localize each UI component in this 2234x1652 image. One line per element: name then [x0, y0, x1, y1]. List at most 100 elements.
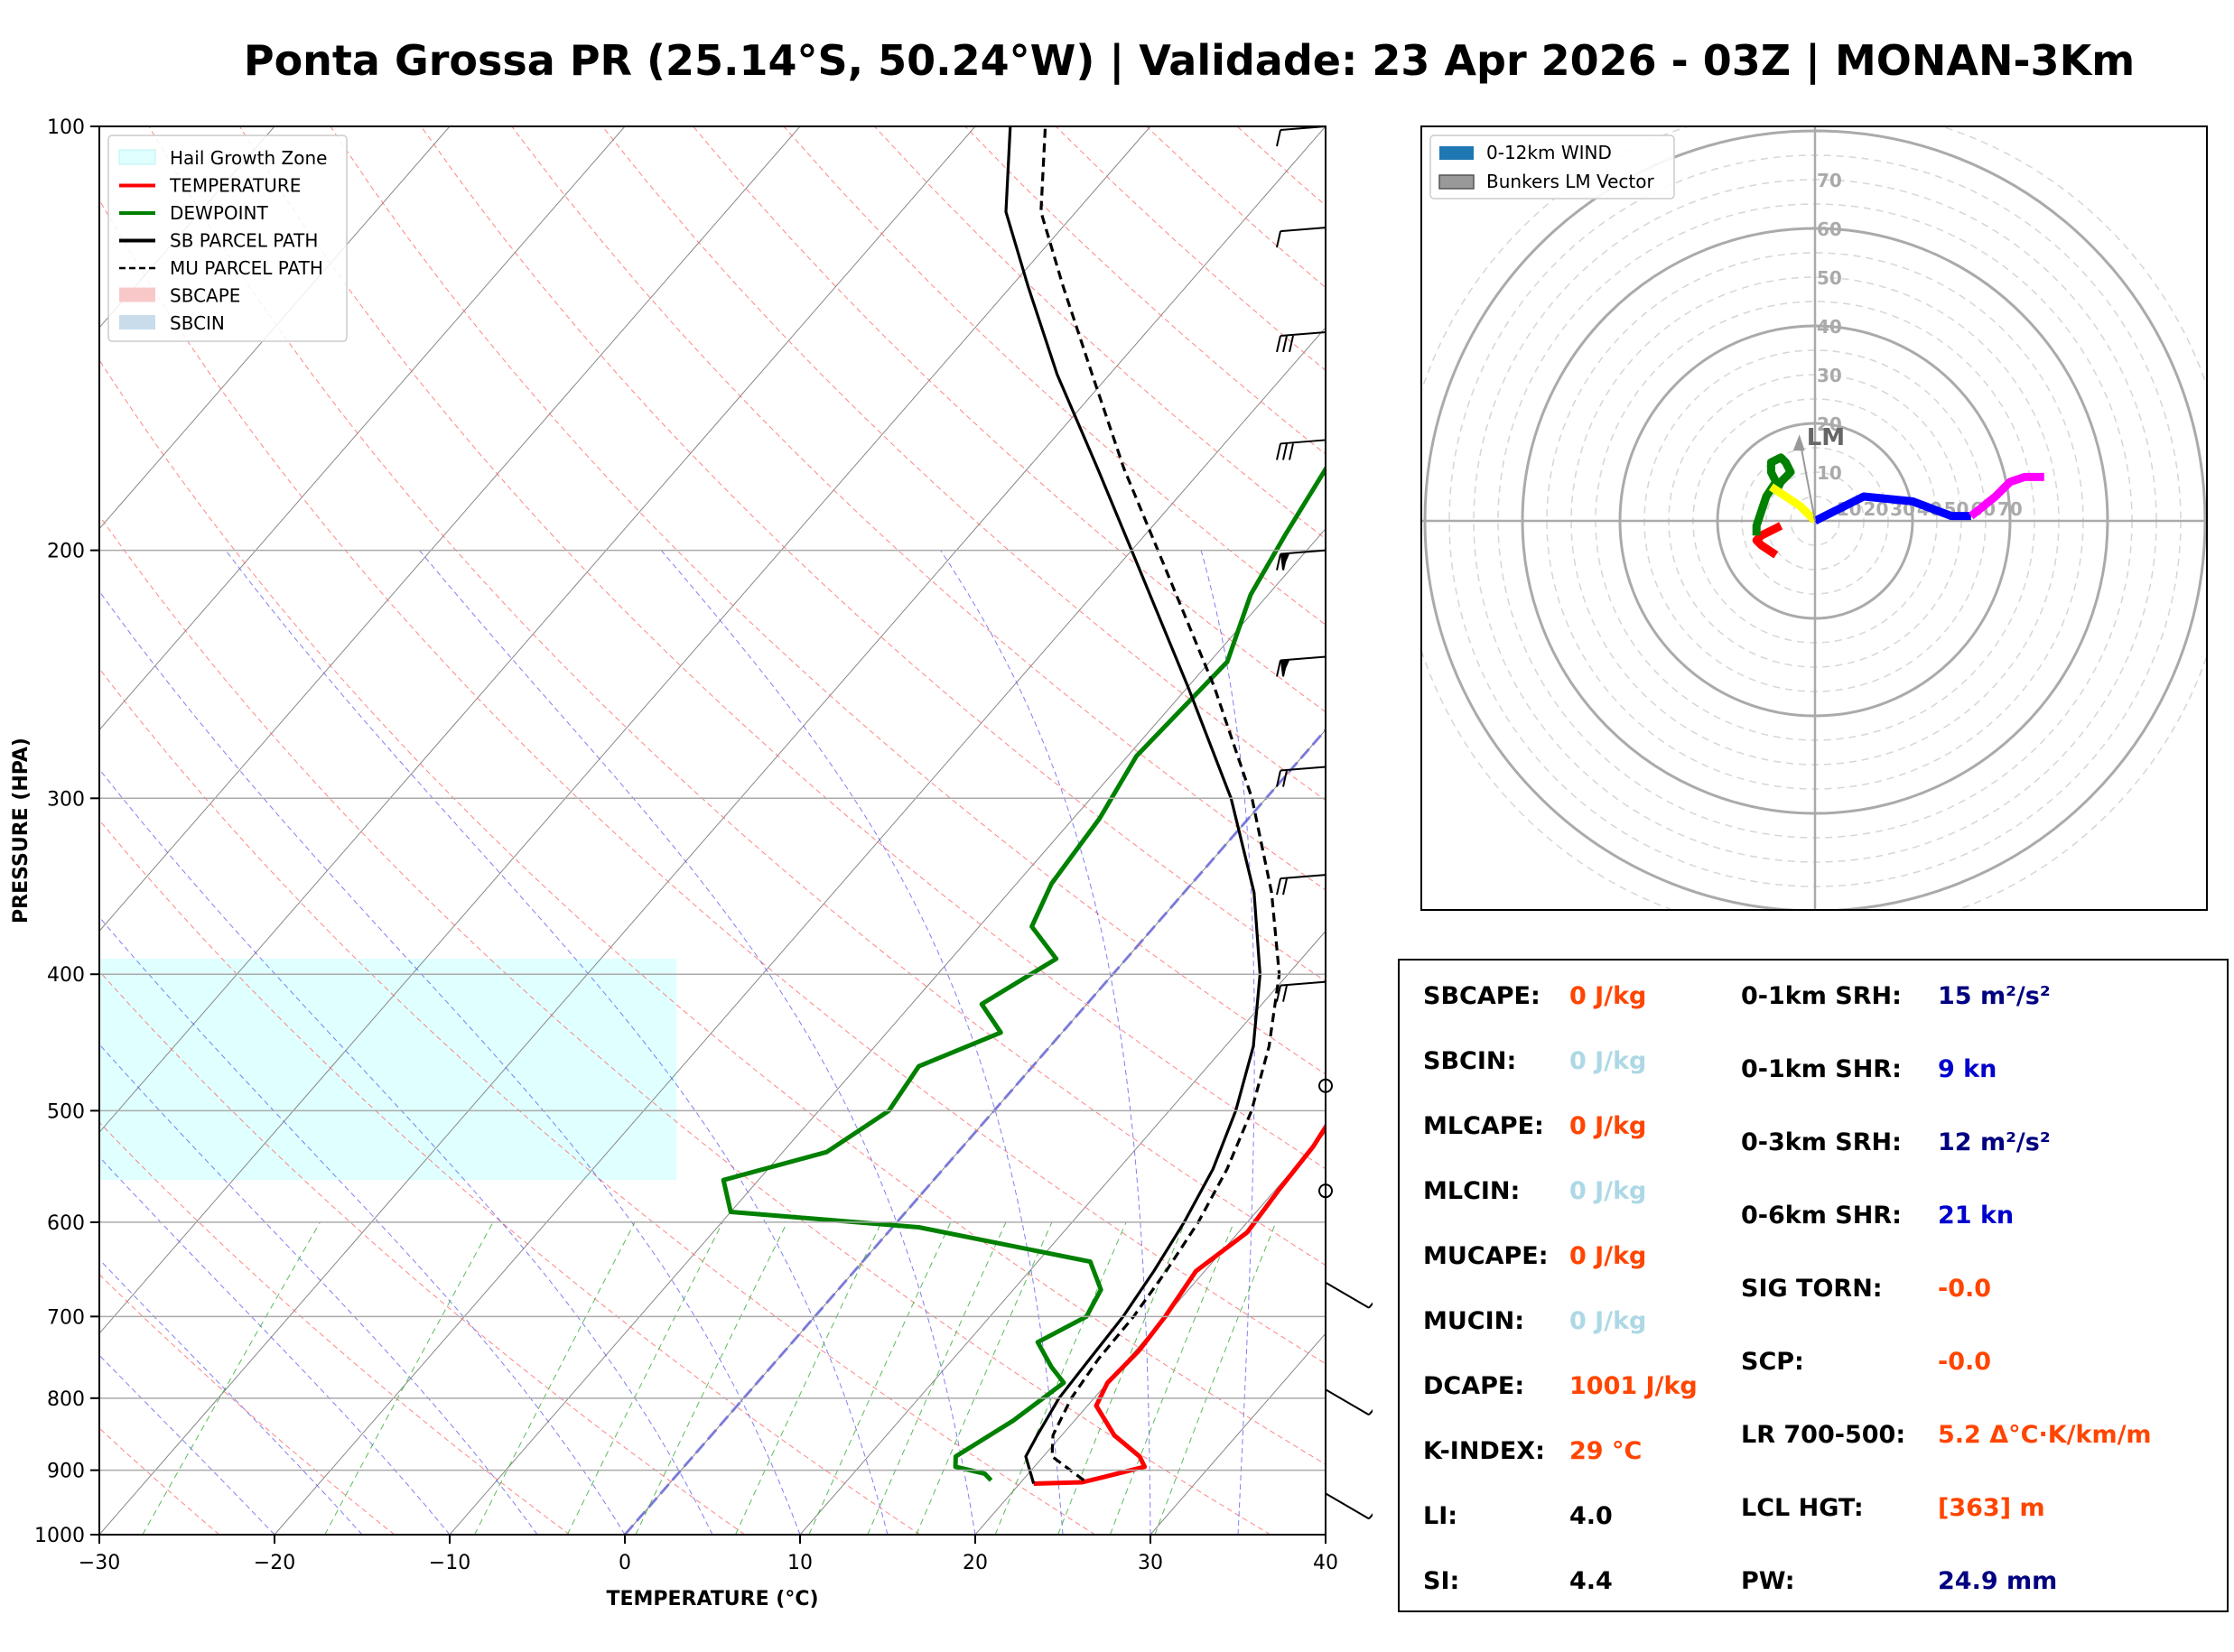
wind-barb-flag [1276, 985, 1281, 1002]
hodo-ring [1497, 203, 2133, 839]
isotherm-line [799, 930, 1326, 1535]
wind-barb-staff [1280, 125, 1326, 131]
calm-wind-marker [1318, 1078, 1333, 1093]
wind-barb-flag [1276, 443, 1281, 460]
y-tick-label: 100 [47, 116, 85, 139]
hodo-ring [1570, 276, 2060, 766]
stat-label: SBCIN: [1423, 1047, 1517, 1075]
stat-label: MLCIN: [1423, 1177, 1521, 1205]
profile-line-sb-parcel-path [1004, 126, 1261, 1484]
hodo-legend-label: Bunkers LM Vector [1486, 171, 1655, 192]
y-tick-label: 500 [47, 1100, 85, 1123]
mixing-ratio-line [566, 1221, 723, 1535]
hodo-ring-label-x: 70 [1997, 498, 2023, 520]
moist-adiabat [99, 768, 713, 1535]
hodo-ring [1546, 252, 2084, 790]
stat-value: 0 J/kg [1569, 1242, 1647, 1270]
stat-value: 21 kn [1938, 1202, 2015, 1230]
dry-adiabat [99, 667, 1096, 1535]
hodo-ring-label-x: 20 [1863, 498, 1888, 520]
stat-label: PW: [1741, 1567, 1795, 1595]
wind-barb-flag [1289, 335, 1294, 353]
hodo-ring [1692, 398, 1938, 644]
stat-value: 0 J/kg [1569, 982, 1647, 1010]
stat-label: DCAPE: [1423, 1372, 1525, 1400]
dry-adiabat [99, 970, 746, 1535]
moist-adiabat [1325, 1529, 1326, 1535]
stat-label: SBCAPE: [1423, 982, 1541, 1010]
isotherm-line [99, 126, 626, 731]
y-tick-label: 200 [47, 541, 85, 563]
stat-value: 0 J/kg [1569, 1047, 1647, 1075]
hodo-ring [1668, 374, 1962, 668]
wind-barb-flag [1276, 129, 1281, 147]
wind-barb-staff [1280, 766, 1326, 772]
mixing-ratio-line [735, 1221, 882, 1535]
wind-barb-flag [1282, 985, 1288, 1002]
stat-value: 0 J/kg [1569, 1177, 1647, 1205]
dry-adiabat [238, 126, 1326, 1170]
moist-adiabat [940, 550, 1151, 1535]
legend-label: SB PARCEL PATH [170, 230, 318, 252]
wind-barb-staff [1325, 1388, 1370, 1416]
x-tick-label: 30 [1138, 1552, 1163, 1574]
hodo-segment [1812, 492, 1971, 525]
hodo-ring-label-y: 70 [1817, 170, 1842, 191]
wind-barb-staff [1325, 1281, 1370, 1309]
x-tick-label: 0 [619, 1552, 631, 1574]
hodo-frame [1420, 125, 2208, 911]
stat-label: SIG TORN: [1741, 1275, 1883, 1303]
mixing-ratio-line [635, 1221, 788, 1535]
isotherm-line [99, 126, 976, 1134]
dry-adiabat [99, 1121, 571, 1535]
dry-adiabat [511, 126, 1326, 891]
mixing-ratio-line [1109, 1221, 1234, 1535]
mixing-ratio-line [994, 1221, 1127, 1535]
hodo-legend-label: 0-12km WIND [1486, 142, 1612, 163]
wind-barb-staff [1280, 655, 1326, 662]
wind-barb-flag [1276, 770, 1281, 787]
wind-barb-pennant [1280, 660, 1289, 677]
wind-barb-flag [1276, 877, 1281, 896]
stats-panel: SBCAPE: 0 J/kg SBCIN: 0 J/kg MLCAPE: 0 J/kg ML… [1398, 959, 2229, 1612]
hodo-ring-label-x: 60 [1970, 498, 1996, 520]
hodo-ring-label-y: 30 [1817, 365, 1842, 386]
hodo-ring-label-y: 60 [1817, 218, 1842, 240]
y-axis-label: PRESSURE (HPA) [10, 738, 33, 923]
mixing-ratio-line [1154, 1221, 1277, 1535]
isotherm-line [99, 126, 451, 530]
y-tick-label: 700 [47, 1306, 85, 1329]
wind-barb-flag [1276, 660, 1281, 677]
wind-barb-flag [1282, 770, 1288, 787]
hail-growth-zone [99, 959, 677, 1181]
moist-adiabat [99, 1354, 275, 1535]
legend-label: MU PARCEL PATH [170, 257, 323, 279]
mixing-ratio-line [474, 1221, 636, 1535]
dry-adiabat [99, 819, 921, 1535]
stat-value: 29 °C [1569, 1437, 1643, 1465]
hodo-ring [1421, 126, 2207, 910]
x-tick-label: 20 [963, 1552, 988, 1574]
wind-barb-flag [1276, 230, 1281, 248]
dry-adiabat [1327, 126, 1373, 1535]
stat-value: 9 kn [1938, 1055, 1997, 1083]
hodo-ring-label-x: 40 [1917, 498, 1942, 520]
stat-label: 0-1km SRH: [1741, 982, 1902, 1010]
wind-barb-staff [1280, 549, 1326, 555]
wind-barb-staff [1280, 439, 1326, 445]
hodo-legend-swatch [1438, 174, 1475, 190]
hodo-ring [1618, 324, 2012, 718]
x-tick-label: −10 [429, 1552, 470, 1574]
stat-value: 1001 J/kg [1569, 1372, 1698, 1400]
dry-adiabat [693, 126, 1326, 713]
wind-barb-flag [1368, 1513, 1373, 1519]
stat-label: LCL HGT: [1741, 1494, 1864, 1522]
stat-value: 4.0 [1569, 1502, 1613, 1530]
profile-line-dewpoint [721, 464, 1326, 1482]
stat-value: 12 m²/s² [1938, 1128, 2051, 1156]
legend-swatch [118, 149, 156, 165]
bunkers-lm-line [1798, 438, 1816, 522]
mixing-ratio-line [808, 1221, 952, 1535]
dry-adiabat [148, 126, 1326, 1267]
